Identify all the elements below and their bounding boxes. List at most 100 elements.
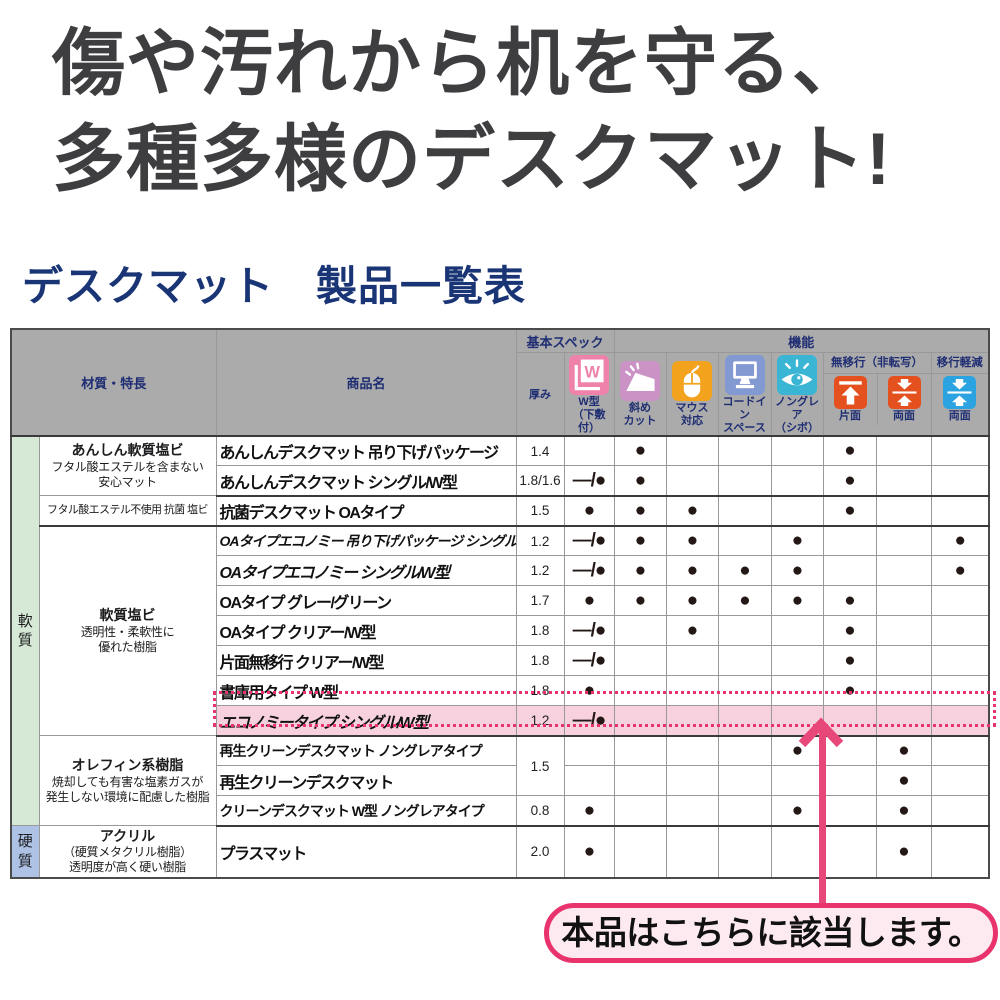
- keigen-cell: [930, 615, 990, 647]
- thickness-cell: 1.8: [515, 645, 565, 677]
- nonglare-cell: [770, 495, 824, 527]
- mouse-cell: [665, 765, 719, 797]
- katamen-cell: ●: [822, 675, 877, 707]
- product-name: エコノミータイプ シングル/W型: [215, 705, 517, 737]
- cord-cell: [717, 645, 772, 677]
- cord-cell: [717, 765, 772, 797]
- header-row-icons: 厚み W W型 （下敷付） 斜め カット マウス 対応 コードイン スペース: [11, 351, 990, 437]
- page-title: 傷や汚れから机を守る、 多種多様のデスクマット!: [52, 16, 891, 208]
- product-name: 再生クリーンデスクマット ノングレアタイプ: [215, 735, 517, 767]
- cord-cell: [717, 465, 772, 497]
- cord-in-icon: [724, 355, 765, 395]
- product-name: 書庫用タイプ W型: [215, 675, 517, 707]
- thickness-cell: 1.5: [515, 495, 565, 527]
- product-name: 抗菌デスクマット OAタイプ: [215, 495, 517, 527]
- nonglare-cell: [770, 465, 824, 497]
- keigen-ryomen-label: 両面: [948, 410, 971, 423]
- ryomen-cell: [875, 495, 932, 527]
- w-type-cell: [563, 735, 615, 767]
- product-name: あんしんデスクマット シングル/W型: [215, 465, 517, 497]
- nonglare-cell: [770, 765, 824, 797]
- naname-cell: [613, 825, 667, 879]
- cord-cell: [717, 825, 772, 879]
- mukou-ryomen-label: 両面: [893, 410, 916, 423]
- mouse-cell: ●: [665, 525, 719, 557]
- ryomen-cell: [875, 675, 932, 707]
- nonglare-icon: [777, 355, 818, 395]
- mouse-cell: [665, 705, 719, 737]
- nonglare-cell: ●: [770, 555, 824, 587]
- table-row: クリーンデスクマット W型 ノングレアタイプ 0.8 ● ● ●: [11, 795, 990, 827]
- w-type-cell: ●: [563, 495, 615, 527]
- keigen-cell: [930, 795, 990, 827]
- thickness-cell: 0.8: [515, 795, 565, 827]
- product-name: 再生クリーンデスクマット: [215, 765, 517, 797]
- nonglare-cell: ●: [770, 585, 824, 617]
- keigen-ryomen-icon: [943, 376, 977, 410]
- col-group-keigen: 移行軽減 両面: [930, 351, 990, 437]
- ryomen-cell: [875, 615, 932, 647]
- ryomen-cell: ●: [875, 765, 932, 797]
- w-type-cell: ●: [563, 585, 615, 617]
- keigen-cell: [930, 495, 990, 527]
- table-row: 軟 質 あんしん軟質塩ビ フタル酸エステルを含まない 安心マット あんしんデスクマ…: [10, 435, 990, 827]
- keigen-cell: [930, 465, 990, 497]
- naname-cell: [613, 645, 667, 677]
- col-header-product: 商品名: [215, 328, 517, 437]
- naname-cell: ●: [613, 555, 667, 587]
- naname-cell: ●: [613, 435, 667, 467]
- w-type-icon: W: [569, 355, 610, 395]
- w-type-cell: ●: [563, 795, 615, 827]
- material-cell: フタル酸エステル不使用 抗菌 塩ビ: [38, 495, 217, 527]
- material-cell: 軟質塩ビ 透明性・柔軟性に 優れた樹脂: [38, 525, 217, 737]
- material-name: 軟質塩ビ: [99, 607, 156, 624]
- table-row: オレフィン系樹脂 焼却しても有害な塩素ガスが 発生しない環境に配慮した樹脂 再生ク…: [11, 735, 990, 827]
- w-type-cell: —/●: [563, 615, 615, 647]
- katamen-cell: ●: [822, 615, 877, 647]
- naname-cell: ●: [613, 525, 667, 557]
- table-row: 軟質塩ビ 透明性・柔軟性に 優れた樹脂 OAタイプエコノミー 吊り下げパッケージ …: [11, 525, 990, 737]
- table-row: OAタイプエコノミー シングル/W型 1.2 —/● ● ● ● ● ●: [11, 555, 990, 587]
- cord-cell: [717, 495, 772, 527]
- product-name: OAタイプエコノミー 吊り下げパッケージ シングル/W型: [215, 525, 517, 557]
- w-type-cell: [563, 765, 615, 797]
- col-header-mouse: マウス 対応: [665, 351, 719, 437]
- mouse-cell: [665, 465, 719, 497]
- mouse-cell: ●: [665, 615, 719, 647]
- mouse-cell: ●: [665, 495, 719, 527]
- keigen-cell: [930, 825, 990, 879]
- thickness-cell: 1.2: [515, 525, 565, 557]
- col-header-nonglare: ノングレア （シボ）: [770, 351, 824, 437]
- keigen-subcols: 両面: [932, 374, 988, 425]
- col-header-naname-cut: 斜め カット: [613, 351, 667, 437]
- table-row: OAタイプ グレー/グリーン 1.7 ● ● ● ● ● ●: [11, 585, 990, 617]
- product-name: プラスマット: [215, 825, 517, 879]
- keigen-cell: [930, 735, 990, 767]
- callout-arrow-shaft: [819, 727, 826, 908]
- mouse-cell: [665, 435, 719, 467]
- table-row: 硬 質 アクリル （硬質メタクリル樹脂） 透明度が高く硬い樹脂 プラスマット 2.…: [10, 825, 990, 879]
- product-table: 材質・特長 商品名 基本スペック 機能 厚み W W型 （下敷付） 斜め カット…: [10, 328, 991, 879]
- col-header-thickness: 厚み: [515, 351, 565, 437]
- w-type-cell: —/●: [563, 525, 615, 557]
- nonglare-cell: [770, 615, 824, 647]
- mukou-group-label: 無移行（非転写）: [824, 354, 931, 374]
- thickness-cell: 1.8: [515, 615, 565, 647]
- product-name: クリーンデスクマット W型 ノングレアタイプ: [215, 795, 517, 827]
- cord-cell: [717, 615, 772, 647]
- keigen-cell: ●: [930, 525, 990, 557]
- mouse-cell: ●: [665, 585, 719, 617]
- nonglare-cell: ●: [770, 735, 824, 767]
- product-name: 片面無移行 クリアー/W型: [215, 645, 517, 677]
- mukou-ryomen-col: 両面: [876, 374, 931, 425]
- naname-cut-label: 斜め カット: [623, 402, 657, 428]
- table-row: あんしんデスクマット シングル/W型 1.8/1.6 —/● ● ●: [11, 465, 990, 497]
- katamen-cell: [822, 525, 877, 557]
- nonglare-cell: ●: [770, 525, 824, 557]
- w-type-cell: ●: [563, 675, 615, 707]
- keigen-cell: [930, 645, 990, 677]
- mouse-cell: ●: [665, 555, 719, 587]
- mukou-katamen-col: 片面: [824, 374, 877, 425]
- material-desc: フタル酸エステルを含まない 安心マット: [51, 459, 204, 489]
- cord-cell: ●: [717, 555, 772, 587]
